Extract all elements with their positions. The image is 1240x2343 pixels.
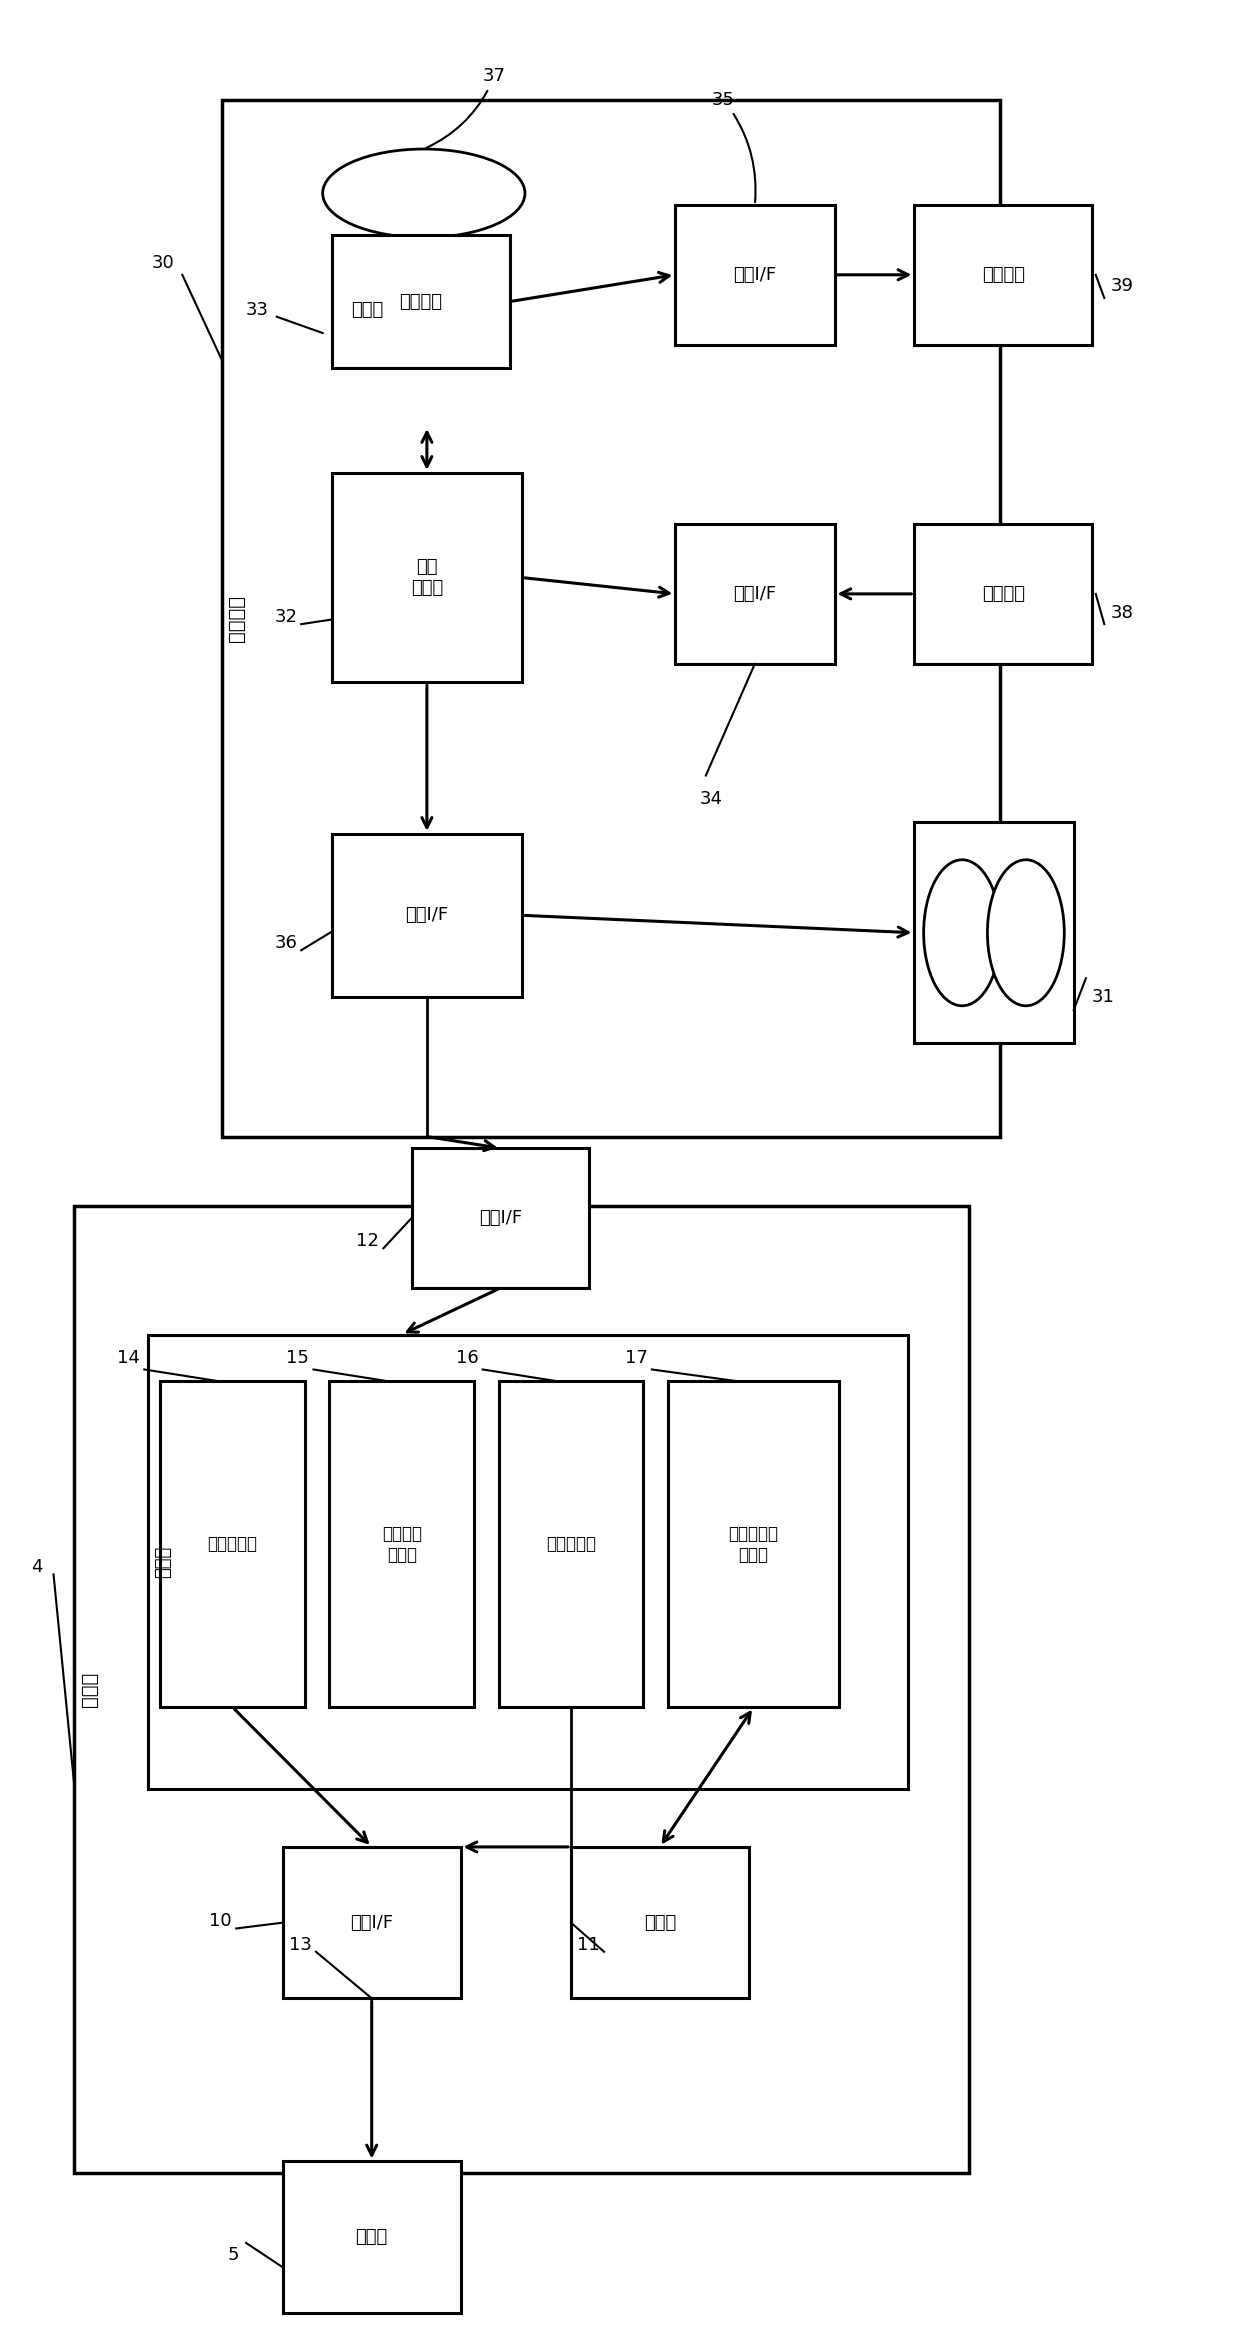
FancyBboxPatch shape bbox=[914, 525, 1092, 663]
Ellipse shape bbox=[322, 382, 525, 471]
Text: 输入装置: 输入装置 bbox=[982, 586, 1024, 602]
Text: 存储部: 存储部 bbox=[644, 1914, 676, 1931]
FancyBboxPatch shape bbox=[160, 1380, 305, 1708]
Text: 35: 35 bbox=[712, 91, 755, 201]
Text: 33: 33 bbox=[246, 300, 269, 319]
Text: 37: 37 bbox=[427, 68, 506, 148]
Text: 再生
控制部: 再生 控制部 bbox=[410, 558, 443, 597]
Text: 30: 30 bbox=[151, 253, 175, 272]
Text: 显示装置: 显示装置 bbox=[982, 265, 1024, 284]
Text: 5: 5 bbox=[228, 2245, 239, 2263]
Circle shape bbox=[924, 860, 1001, 1005]
Text: 14: 14 bbox=[118, 1350, 140, 1366]
FancyBboxPatch shape bbox=[74, 1207, 970, 2172]
FancyBboxPatch shape bbox=[914, 204, 1092, 344]
Ellipse shape bbox=[322, 150, 525, 237]
Circle shape bbox=[987, 860, 1064, 1005]
Text: 4: 4 bbox=[31, 1558, 43, 1577]
Text: 控制部: 控制部 bbox=[154, 1546, 171, 1577]
FancyBboxPatch shape bbox=[332, 473, 522, 682]
Text: 39: 39 bbox=[1111, 276, 1133, 295]
Text: 控制器: 控制器 bbox=[79, 1673, 99, 1708]
Text: 34: 34 bbox=[699, 790, 723, 808]
FancyBboxPatch shape bbox=[330, 1380, 474, 1708]
FancyBboxPatch shape bbox=[412, 1148, 589, 1289]
Text: 36: 36 bbox=[274, 935, 298, 951]
Text: 11: 11 bbox=[577, 1935, 600, 1954]
FancyBboxPatch shape bbox=[222, 101, 1001, 1136]
Text: 发光部: 发光部 bbox=[356, 2228, 388, 2247]
FancyBboxPatch shape bbox=[332, 234, 510, 368]
Text: 31: 31 bbox=[1092, 989, 1115, 1005]
Text: 输出I/F: 输出I/F bbox=[405, 907, 449, 923]
FancyBboxPatch shape bbox=[148, 1336, 908, 1788]
Bar bbox=[322, 192, 525, 426]
FancyBboxPatch shape bbox=[675, 525, 835, 663]
Text: 峰值检测部: 峰值检测部 bbox=[207, 1535, 258, 1553]
Text: 10: 10 bbox=[210, 1912, 232, 1931]
FancyBboxPatch shape bbox=[283, 2160, 460, 2313]
Text: 17: 17 bbox=[625, 1350, 647, 1366]
Text: 13: 13 bbox=[289, 1935, 311, 1954]
Text: 音乐数据: 音乐数据 bbox=[399, 293, 443, 312]
Text: 15: 15 bbox=[286, 1350, 309, 1366]
FancyBboxPatch shape bbox=[570, 1846, 749, 1999]
Text: 16: 16 bbox=[456, 1350, 479, 1366]
Text: 驱动控制部: 驱动控制部 bbox=[546, 1535, 596, 1553]
Text: 显示I/F: 显示I/F bbox=[733, 265, 776, 284]
FancyBboxPatch shape bbox=[675, 204, 835, 344]
Text: 38: 38 bbox=[1111, 604, 1133, 621]
FancyBboxPatch shape bbox=[498, 1380, 644, 1708]
Text: 输入I/F: 输入I/F bbox=[733, 586, 776, 602]
FancyBboxPatch shape bbox=[914, 822, 1074, 1043]
FancyBboxPatch shape bbox=[332, 834, 522, 996]
FancyBboxPatch shape bbox=[283, 1846, 460, 1999]
Text: 输出I/F: 输出I/F bbox=[350, 1914, 393, 1931]
Text: 12: 12 bbox=[356, 1232, 379, 1251]
Text: 存储部: 存储部 bbox=[351, 300, 383, 319]
FancyBboxPatch shape bbox=[668, 1380, 839, 1708]
Text: 输入I/F: 输入I/F bbox=[479, 1209, 522, 1228]
Text: 脉冲宽度
调整部: 脉冲宽度 调整部 bbox=[382, 1525, 422, 1563]
Text: 波形增幅・
整形部: 波形增幅・ 整形部 bbox=[729, 1525, 779, 1563]
Text: 32: 32 bbox=[274, 609, 298, 626]
Text: 再生装置: 再生装置 bbox=[227, 595, 246, 642]
